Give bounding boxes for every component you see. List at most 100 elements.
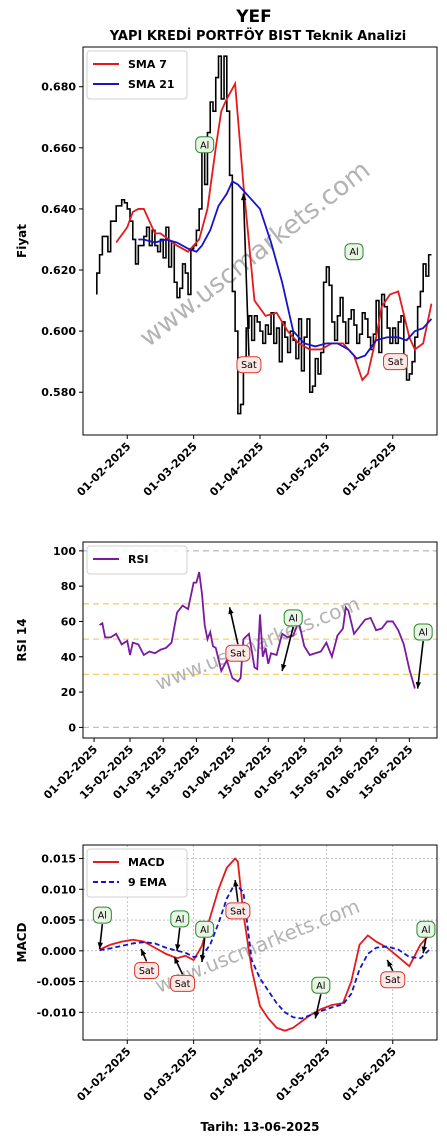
- sell-signal-badge: [380, 971, 406, 989]
- signal-label: Al: [200, 925, 209, 936]
- annotation-arrowhead: [314, 1011, 320, 1019]
- sell-signal-badge: [225, 902, 251, 920]
- figure-title: YEF: [235, 7, 272, 27]
- legend-box: [86, 545, 188, 575]
- x-tick-label: 01-06-2025: [340, 440, 399, 499]
- signal-label: Al: [200, 140, 209, 151]
- y-tick-label: 0.640: [41, 203, 76, 216]
- y-tick-label: 40: [61, 651, 77, 664]
- signal-label: Sat: [230, 906, 246, 917]
- y-axis-label: RSI 14: [15, 618, 29, 661]
- price-panel: www.uscmarkets.com0.5800.6000.6200.6400.…: [15, 46, 438, 499]
- x-tick-label: 01-02-2025: [74, 440, 133, 499]
- signal-label: Sat: [241, 360, 257, 371]
- sell-signal-badge: [236, 356, 262, 374]
- rsi-panel: www.uscmarkets.com02040608010001-02-2025…: [15, 541, 438, 802]
- buy-signal-badge: [170, 910, 190, 928]
- y-tick-label: 0.660: [41, 142, 76, 155]
- y-tick-label: -0.005: [37, 976, 76, 989]
- legend: SMA 7 SMA 21: [86, 50, 188, 100]
- annotation-arrowhead: [240, 193, 247, 201]
- buy-signal-badge: [195, 136, 215, 154]
- annotation-arrowhead: [175, 944, 181, 951]
- y-axis-label: Fiyat: [15, 224, 29, 258]
- sell-signal-badge: [383, 353, 409, 371]
- y-axis-label: MACD: [15, 922, 29, 962]
- series-sma-7-line: [115, 80, 433, 382]
- x-tick-label: 01-04-2025: [207, 1045, 266, 1104]
- x-tick-label: 01-03-2025: [141, 440, 200, 499]
- y-tick-label: 0.580: [41, 386, 76, 399]
- price-line: [96, 55, 432, 415]
- legend-entry: SMA 21: [128, 78, 175, 91]
- legend-entry: RSI: [128, 553, 149, 566]
- y-tick-label: 80: [61, 580, 77, 593]
- buy-signal-badge: [413, 623, 433, 641]
- sell-signal-badge: [170, 974, 196, 992]
- series-9-ema-line: [99, 881, 433, 1020]
- legend-entry: SMA 7: [128, 58, 167, 71]
- axes-frame: [82, 541, 438, 739]
- annotation-arrowhead: [421, 946, 428, 954]
- y-tick-label: 0.000: [41, 945, 76, 958]
- signal-label: Al: [289, 613, 298, 624]
- series-sma-21-line: [138, 180, 433, 360]
- annotation-arrowhead: [199, 955, 206, 962]
- legend-entry: 9 EMA: [128, 876, 167, 889]
- signal-label: Al: [175, 914, 184, 925]
- annotation-arrowhead: [415, 681, 422, 689]
- signal-label: Al: [98, 911, 107, 922]
- signal-label: Al: [349, 247, 358, 258]
- y-tick-label: 0.015: [41, 853, 76, 866]
- signal-label: Sat: [230, 649, 246, 660]
- annotation-arrowhead: [281, 663, 287, 671]
- sell-signal-badge: [134, 961, 160, 979]
- legend-entry: MACD: [128, 856, 165, 869]
- y-tick-label: 0.680: [41, 81, 76, 94]
- sell-signal-badge: [225, 644, 251, 662]
- buy-signal-badge: [283, 609, 303, 627]
- y-tick-label: -0.010: [37, 1006, 77, 1019]
- series-rsi-line: [99, 571, 416, 689]
- signal-label: Al: [316, 981, 325, 992]
- annotation-arrowhead: [228, 607, 234, 615]
- buy-signal-badge: [416, 920, 436, 938]
- y-tick-label: 60: [61, 615, 77, 628]
- annotation-arrow: [416, 640, 424, 689]
- x-tick-label: 01-02-2025: [74, 1045, 133, 1104]
- signal-label: Sat: [385, 975, 401, 986]
- y-tick-label: 100: [53, 545, 76, 558]
- annotation-arrowhead: [141, 948, 147, 956]
- annotation-arrowhead: [233, 880, 239, 887]
- y-tick-label: 0: [68, 721, 76, 734]
- annotation-arrowhead: [174, 956, 180, 964]
- y-tick-label: 20: [61, 686, 77, 699]
- legend: MACD 9 EMA: [86, 848, 188, 898]
- buy-signal-badge: [195, 920, 215, 938]
- signal-label: Sat: [139, 966, 155, 977]
- x-tick-label: 01-04-2025: [207, 440, 266, 499]
- y-tick-label: 0.600: [41, 325, 76, 338]
- y-tick-label: 0.620: [41, 264, 76, 277]
- x-tick-label: 01-05-2025: [274, 440, 333, 499]
- buy-signal-badge: [92, 906, 112, 924]
- x-tick-label: 01-06-2025: [340, 1045, 399, 1104]
- figure-subtitle: YAPI KREDİ PORTFÖY BIST Teknik Analizi: [109, 28, 407, 44]
- buy-signal-badge: [344, 243, 364, 261]
- annotation-arrowhead: [387, 960, 393, 968]
- annotation-arrow: [242, 193, 250, 356]
- series-macd-line: [99, 857, 433, 1032]
- signal-label: Sat: [175, 979, 191, 990]
- y-tick-label: 0.005: [41, 914, 76, 927]
- buy-signal-badge: [311, 976, 331, 994]
- x-tick-label: 01-03-2025: [141, 1045, 200, 1104]
- x-tick-label: 01-05-2025: [274, 1045, 333, 1104]
- legend: RSI: [86, 545, 188, 575]
- signal-label: Al: [419, 628, 428, 639]
- signal-label: Sat: [388, 357, 404, 368]
- annotation-arrowhead: [97, 942, 104, 949]
- macd-panel: www.uscmarkets.com-0.010-0.0050.0000.005…: [15, 844, 438, 1104]
- annotation-arrow: [281, 626, 294, 672]
- x-axis-label: Tarih: 13-06-2025: [200, 1120, 319, 1134]
